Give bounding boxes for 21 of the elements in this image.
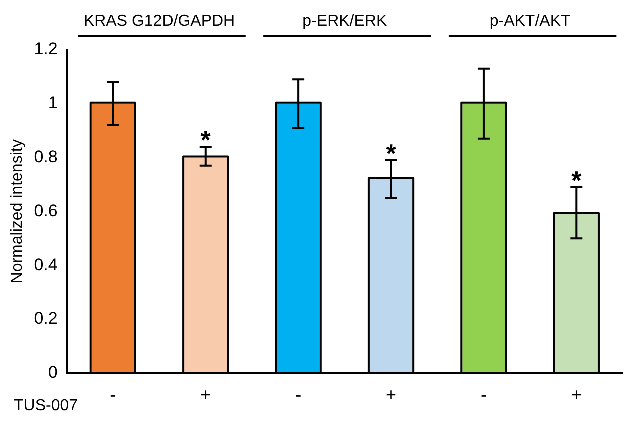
text: p-AKT/AKT: [490, 13, 571, 30]
y-tick-label: 1.2: [34, 40, 58, 59]
data-label: *: [200, 125, 212, 156]
text: p-ERK/ERK: [302, 13, 388, 30]
text: KRAS G12D/GAPDH: [84, 13, 236, 30]
data-label: *: [386, 138, 398, 168]
y-tick-label: 0.4: [34, 255, 58, 274]
y-tick-label: 0.2: [34, 309, 58, 328]
x-tick-label: +: [571, 385, 582, 406]
x-tick-label: +: [386, 385, 397, 406]
x-tick-label: -: [296, 385, 302, 406]
data-label: *: [572, 165, 583, 196]
y-tick-label: 0: [48, 363, 58, 382]
x-tick-label: -: [480, 385, 487, 406]
y-axis-title: Normalized intensity: [9, 140, 26, 284]
y-tick-label: 0.8: [34, 147, 58, 166]
y-tick-label: 1: [48, 94, 58, 113]
x-axis-title: TUS-007: [14, 397, 78, 414]
x-tick-label: +: [200, 385, 212, 406]
y-tick-label: 0.6: [34, 201, 58, 220]
x-tick-label: -: [110, 385, 116, 406]
